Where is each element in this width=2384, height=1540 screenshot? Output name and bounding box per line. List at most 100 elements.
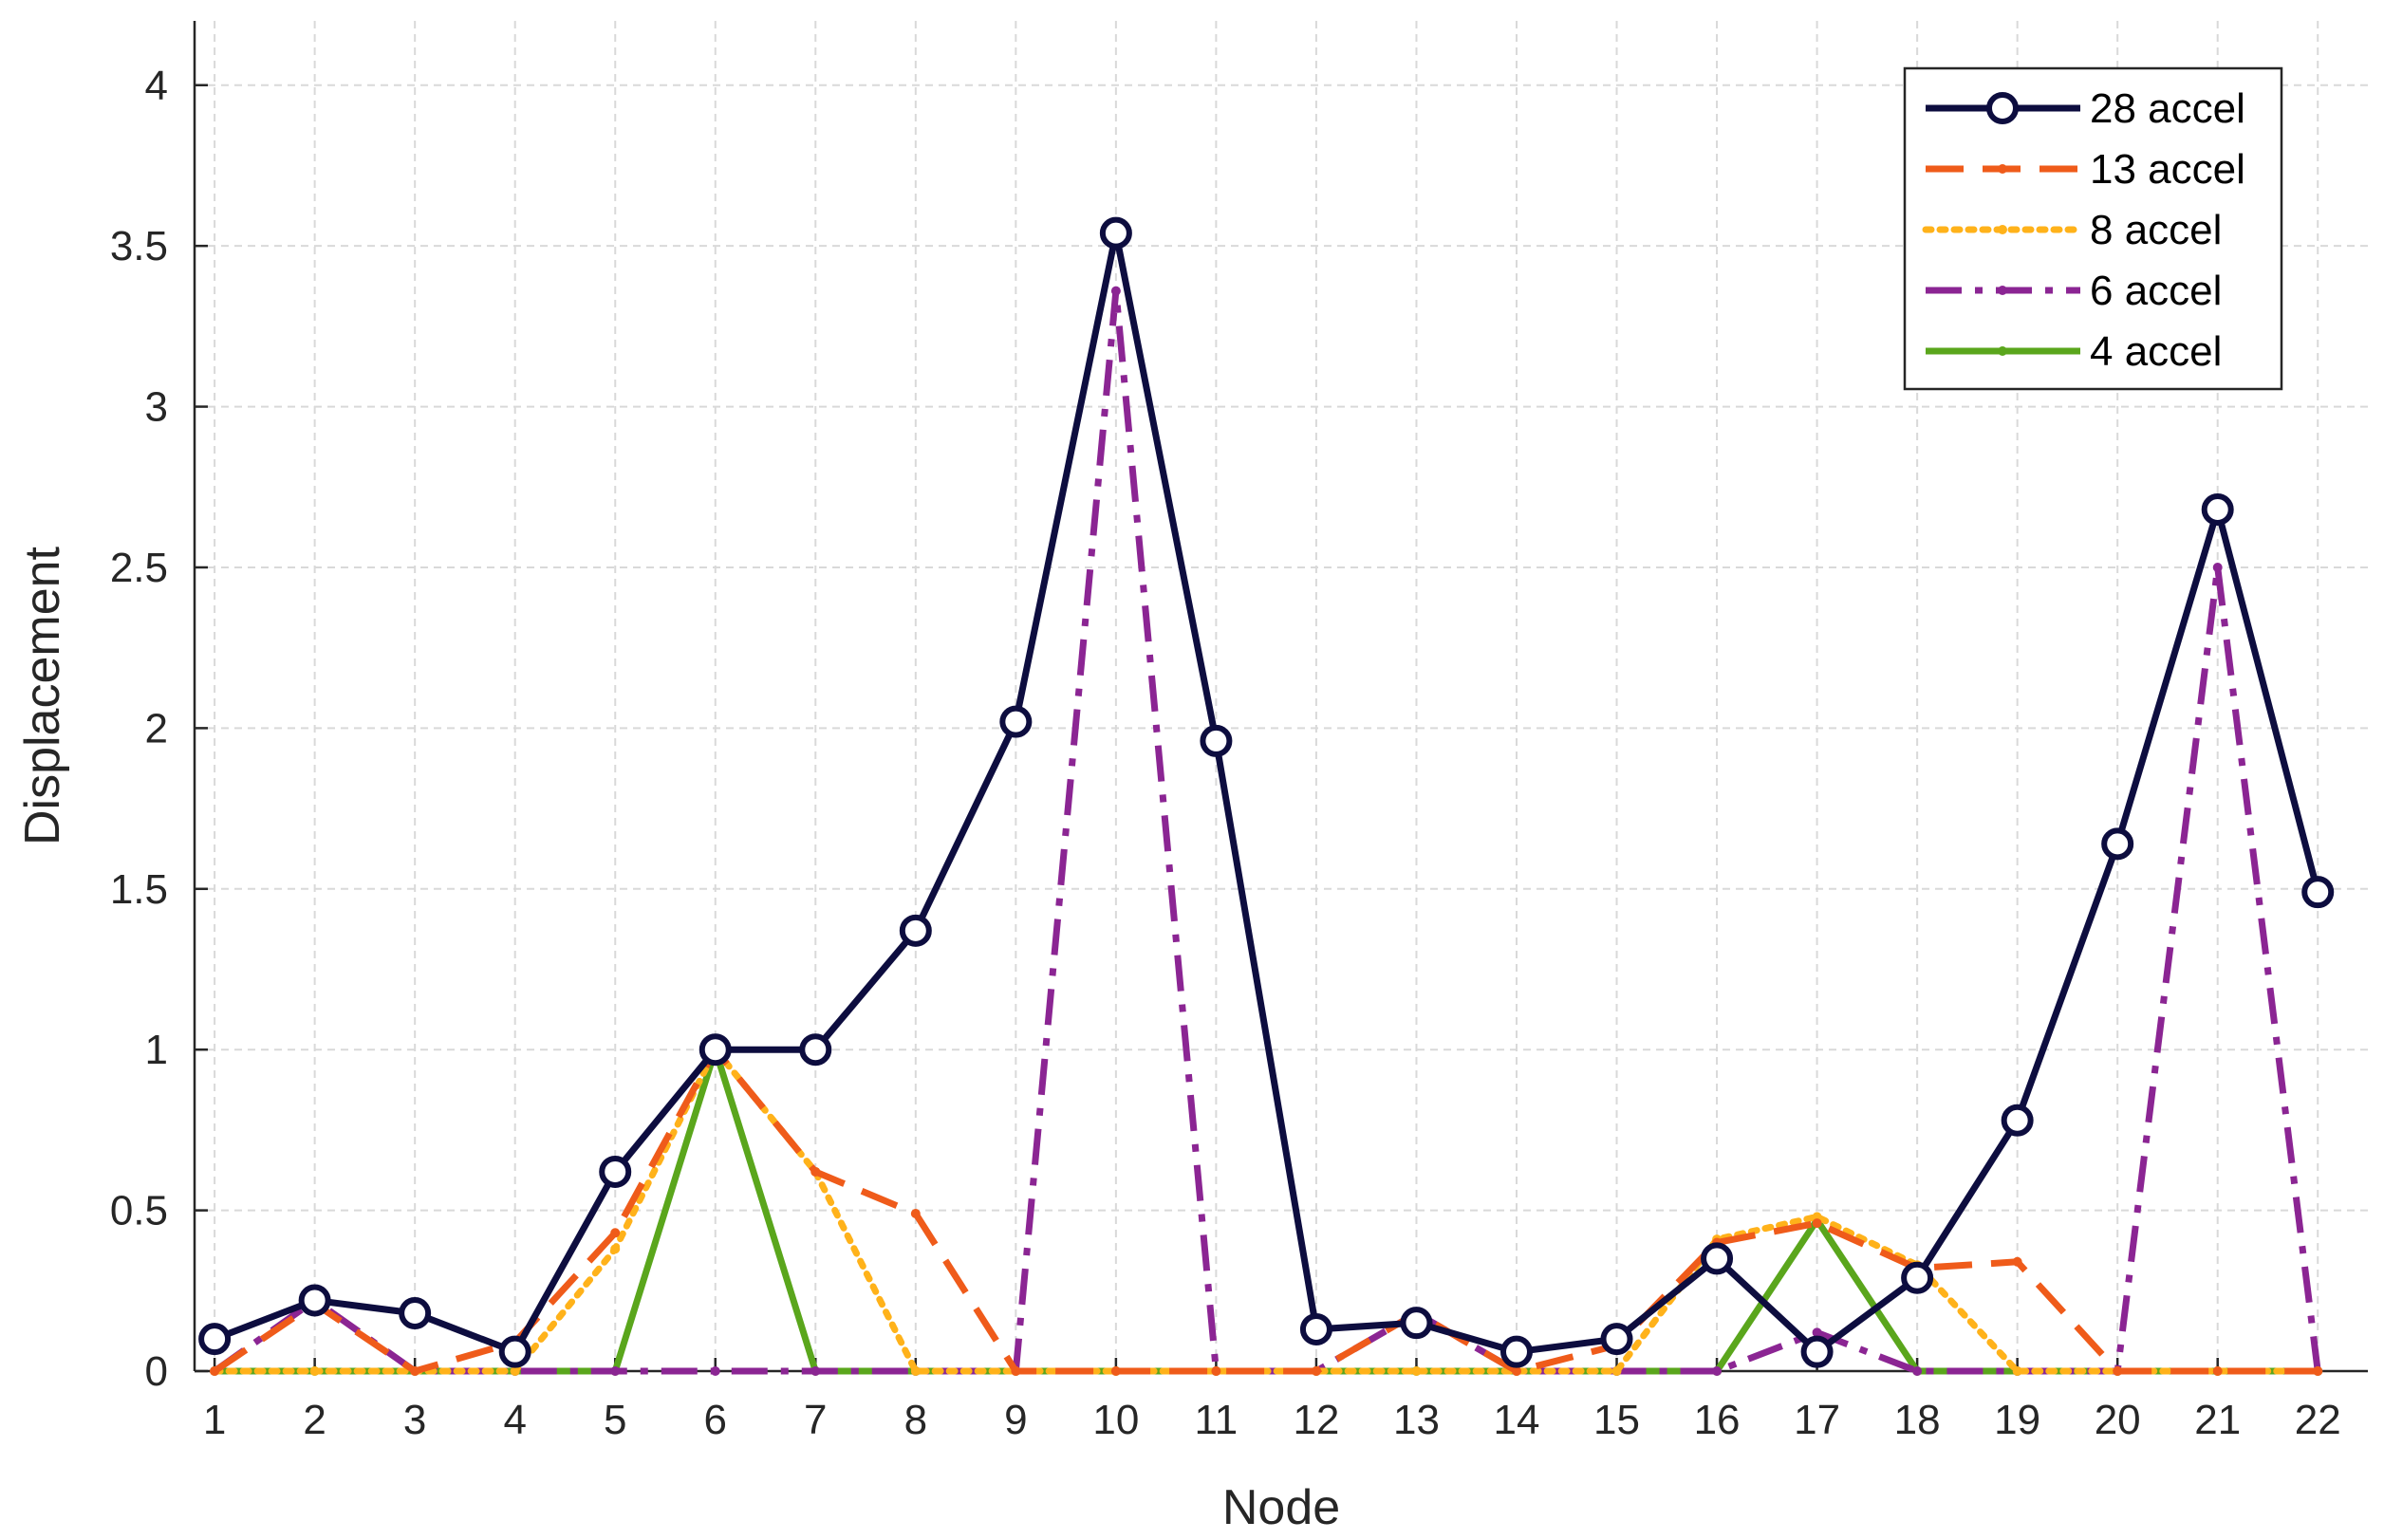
series-layer	[198, 216, 2335, 1376]
data-point	[1411, 1366, 1422, 1376]
x-tick-label: 13	[1393, 1397, 1440, 1443]
legend-label: 4 accel	[2090, 328, 2222, 375]
legend-label: 13 accel	[2090, 146, 2245, 193]
data-point	[1912, 1366, 1923, 1376]
y-tick-label: 2	[145, 705, 168, 751]
data-point	[1812, 1327, 1822, 1338]
data-point	[1099, 216, 1132, 250]
data-point	[498, 1335, 531, 1368]
data-point	[610, 1228, 621, 1238]
y-axis-title: Displacement	[15, 546, 70, 845]
legend-marker	[1986, 92, 2019, 124]
data-point	[710, 1366, 720, 1376]
data-point	[2301, 876, 2335, 909]
data-point	[1511, 1366, 1521, 1376]
data-point	[2001, 1104, 2034, 1137]
data-point	[910, 1366, 921, 1376]
y-tick-label: 3	[145, 384, 168, 431]
data-point	[399, 1297, 432, 1330]
data-point	[610, 1366, 621, 1376]
data-point	[2212, 562, 2223, 572]
x-tick-label: 4	[503, 1397, 526, 1443]
data-point	[198, 1323, 232, 1356]
x-axis-title: Node	[1222, 1480, 1340, 1535]
legend-label: 8 accel	[2090, 207, 2222, 253]
x-tick-label: 17	[1794, 1397, 1840, 1443]
data-point	[2012, 1366, 2022, 1376]
data-point	[1800, 1335, 1834, 1368]
data-point	[698, 1033, 732, 1067]
data-point	[910, 1208, 921, 1218]
data-point	[309, 1366, 320, 1376]
data-point	[799, 1033, 832, 1067]
data-point	[298, 1284, 331, 1317]
y-tick-label: 1.5	[110, 866, 168, 913]
data-point	[2212, 1366, 2223, 1376]
x-tick-label: 1	[203, 1397, 226, 1443]
x-tick-label: 19	[1994, 1397, 2040, 1443]
data-point	[599, 1155, 632, 1188]
x-tick-label: 12	[1293, 1397, 1339, 1443]
series-28-accel	[198, 216, 2335, 1368]
x-tick-label: 16	[1694, 1397, 1741, 1443]
data-point	[510, 1366, 520, 1376]
x-tick-label: 2	[303, 1397, 326, 1443]
x-tick-label: 22	[2295, 1397, 2341, 1443]
x-tick-label: 10	[1092, 1397, 1139, 1443]
data-point	[1011, 1366, 1021, 1376]
data-point	[2012, 1256, 2022, 1267]
data-point	[1600, 1323, 1633, 1356]
x-tick-label: 5	[604, 1397, 626, 1443]
legend-marker	[1998, 346, 2007, 356]
x-tick-label: 20	[2095, 1397, 2141, 1443]
x-tick-label: 15	[1593, 1397, 1640, 1443]
data-point	[1110, 1366, 1121, 1376]
data-point	[810, 1166, 821, 1177]
data-point	[2313, 1366, 2323, 1376]
data-point	[899, 914, 932, 947]
series-line	[213, 230, 2321, 1356]
x-tick-label: 7	[804, 1397, 827, 1443]
series-line	[213, 288, 2321, 1375]
data-point	[2101, 827, 2134, 861]
data-point	[410, 1366, 420, 1376]
legend-label: 28 accel	[2090, 85, 2245, 132]
data-point	[1311, 1366, 1321, 1376]
data-point	[810, 1366, 821, 1376]
x-tick-label: 3	[403, 1397, 426, 1443]
x-tick-label: 8	[904, 1397, 927, 1443]
data-point	[2201, 492, 2234, 526]
x-tick-label: 18	[1894, 1397, 1941, 1443]
data-point	[1499, 1335, 1533, 1368]
legend-marker	[1998, 164, 2007, 174]
data-point	[2113, 1366, 2123, 1376]
legend-label: 6 accel	[2090, 268, 2222, 314]
y-tick-label: 4	[145, 63, 168, 109]
series-line	[211, 1046, 2321, 1375]
legend-marker	[1998, 286, 2007, 295]
y-tick-label: 2.5	[110, 545, 168, 591]
series-line	[213, 1046, 2319, 1375]
data-point	[1712, 1366, 1723, 1376]
data-point	[1812, 1218, 1822, 1229]
x-tick-label: 9	[1004, 1397, 1027, 1443]
y-tick-label: 0.5	[110, 1188, 168, 1234]
legend: 28 accel 13 accel 8 accel 6 accel 4 accel	[1903, 66, 2283, 391]
data-point	[1701, 1242, 1734, 1275]
data-point	[210, 1366, 220, 1376]
data-point	[1901, 1261, 1934, 1294]
data-point	[1400, 1307, 1433, 1340]
data-point	[1611, 1366, 1622, 1376]
data-point	[610, 1244, 621, 1254]
tick-labels: 1 2 3 4 5 6 7 8 9 10 11 12 13 14 15 16 17 18 19 20 21 2200.51…	[110, 63, 2341, 1443]
series-6-accel	[210, 286, 2323, 1376]
y-tick-label: 0	[145, 1348, 168, 1395]
data-point	[1200, 724, 1233, 757]
data-point	[1110, 286, 1121, 296]
legend-marker	[1998, 225, 2007, 234]
data-point	[1299, 1312, 1332, 1345]
y-tick-label: 1	[145, 1027, 168, 1073]
x-tick-label: 14	[1494, 1397, 1540, 1443]
data-point	[999, 705, 1033, 738]
